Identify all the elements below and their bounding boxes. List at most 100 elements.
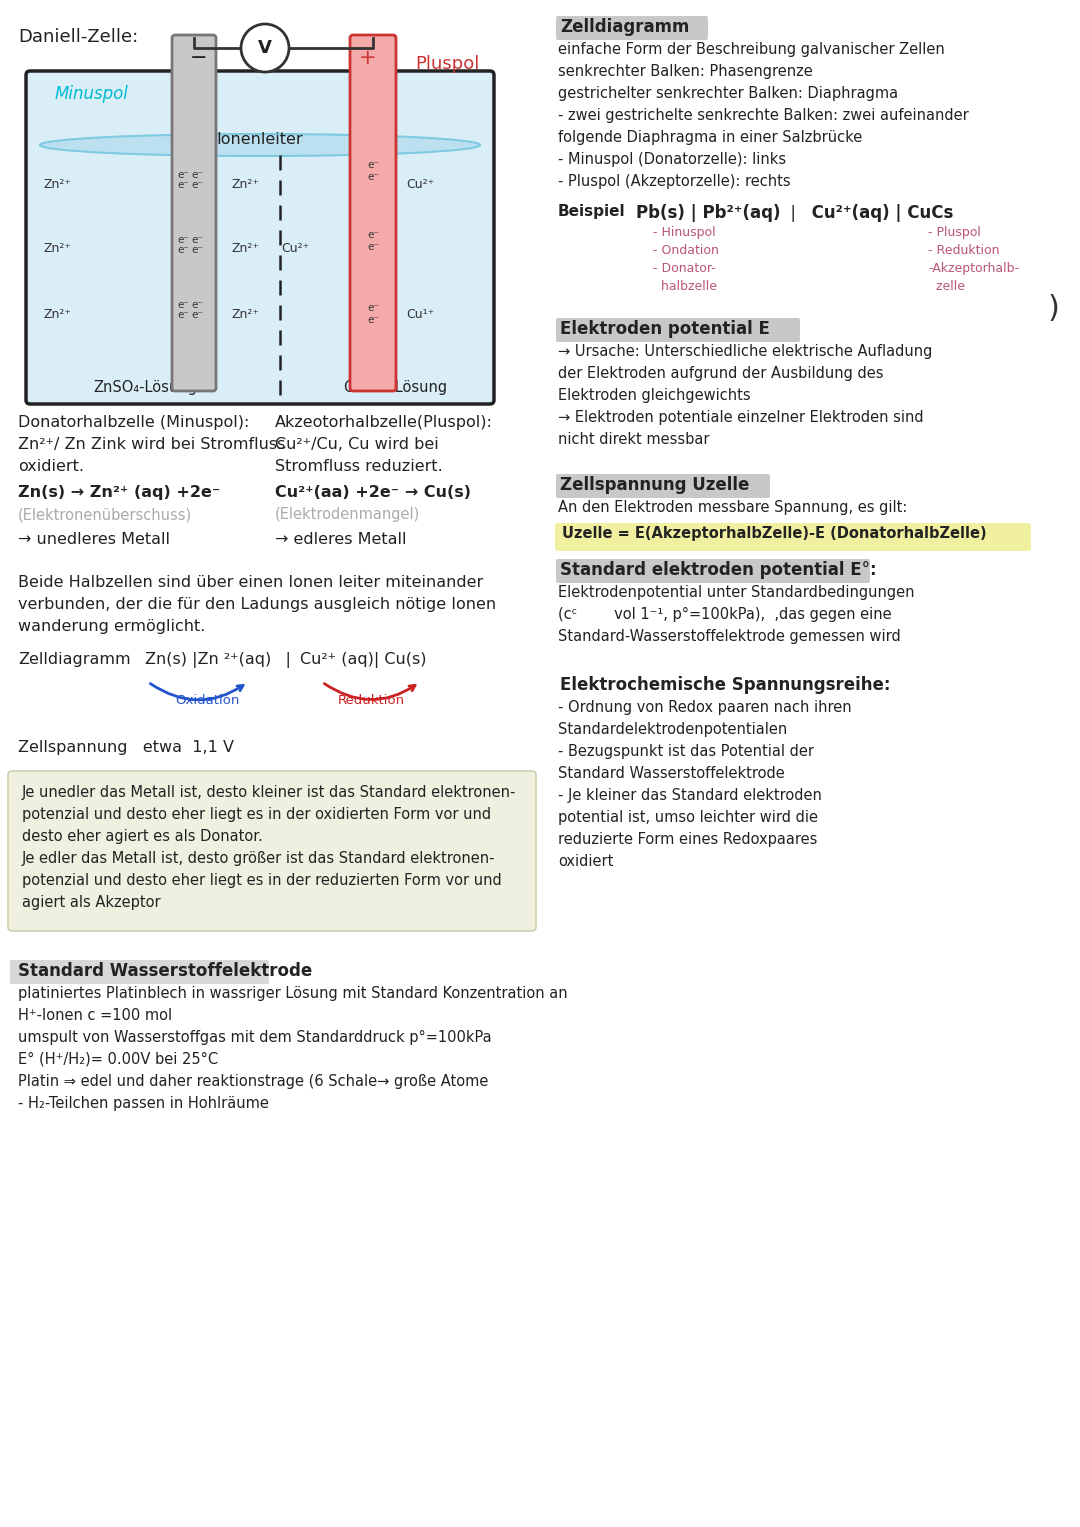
- Text: Zn²⁺: Zn²⁺: [231, 179, 259, 191]
- Text: - H₂-Teilchen passen in Hohlräume: - H₂-Teilchen passen in Hohlräume: [18, 1096, 269, 1112]
- Text: Zn²⁺: Zn²⁺: [44, 241, 72, 255]
- Text: reduzierte Form eines Redoxpaares: reduzierte Form eines Redoxpaares: [558, 832, 818, 847]
- Text: Zelldiagramm: Zelldiagramm: [18, 652, 131, 667]
- Circle shape: [241, 24, 289, 72]
- Text: −: −: [190, 47, 207, 69]
- Text: Akzeotorhalbzelle(Pluspol):: Akzeotorhalbzelle(Pluspol):: [275, 415, 492, 431]
- Text: - Donator-: - Donator-: [653, 263, 716, 275]
- Text: e⁻: e⁻: [367, 231, 379, 240]
- FancyBboxPatch shape: [556, 559, 870, 583]
- Text: ): ): [1048, 295, 1059, 324]
- Text: gestrichelter senkrechter Balken: Diaphragma: gestrichelter senkrechter Balken: Diaphr…: [558, 86, 899, 101]
- Text: e⁻: e⁻: [177, 169, 189, 180]
- Text: V: V: [258, 40, 272, 56]
- Text: e⁻: e⁻: [367, 160, 379, 169]
- Text: Beispiel: Beispiel: [558, 205, 625, 218]
- FancyBboxPatch shape: [26, 70, 494, 405]
- Text: E° (H⁺/H₂)= 0.00V bei 25°C: E° (H⁺/H₂)= 0.00V bei 25°C: [18, 1052, 218, 1067]
- Text: Cu²⁺/Cu, Cu wird bei: Cu²⁺/Cu, Cu wird bei: [275, 437, 438, 452]
- Text: oxidiert.: oxidiert.: [18, 460, 84, 473]
- Text: nicht direkt messbar: nicht direkt messbar: [558, 432, 710, 447]
- Text: Zn(s) → Zn²⁺ (aq) +2e⁻: Zn(s) → Zn²⁺ (aq) +2e⁻: [18, 486, 220, 501]
- Text: -Akzeptorhalb-: -Akzeptorhalb-: [928, 263, 1020, 275]
- Text: Standardelektrodenpotentialen: Standardelektrodenpotentialen: [558, 722, 787, 738]
- Text: platiniertes Platinblech in wassriger Lösung mit Standard Konzentration an: platiniertes Platinblech in wassriger Lö…: [18, 986, 568, 1002]
- Text: Je unedler das Metall ist, desto kleiner ist das Standard elektronen-: Je unedler das Metall ist, desto kleiner…: [22, 785, 516, 800]
- Text: - Pluspol (Akzeptorzelle): rechts: - Pluspol (Akzeptorzelle): rechts: [558, 174, 791, 189]
- Text: Cu¹⁺: Cu¹⁺: [406, 308, 434, 322]
- Text: zelle: zelle: [928, 279, 966, 293]
- Text: e⁻: e⁻: [367, 173, 379, 182]
- Text: e⁻: e⁻: [177, 180, 189, 189]
- Text: e⁻: e⁻: [191, 244, 203, 255]
- Text: desto eher agiert es als Donator.: desto eher agiert es als Donator.: [22, 829, 262, 844]
- Text: → Ursache: Unterschiedliche elektrische Aufladung: → Ursache: Unterschiedliche elektrische …: [558, 344, 932, 359]
- Text: Pb(s) | Pb²⁺(aq) ❘  Cu²⁺(aq) | CuCs: Pb(s) | Pb²⁺(aq) ❘ Cu²⁺(aq) | CuCs: [636, 205, 954, 221]
- Text: e⁻: e⁻: [191, 310, 203, 321]
- Text: Daniell-Zelle:: Daniell-Zelle:: [18, 27, 138, 46]
- Text: Elektrochemische Spannungsreihe:: Elektrochemische Spannungsreihe:: [561, 676, 891, 693]
- FancyBboxPatch shape: [556, 318, 800, 342]
- Text: Zn(s) |Zn ²⁺(aq)  ❘ Cu²⁺ (aq)| Cu(s): Zn(s) |Zn ²⁺(aq) ❘ Cu²⁺ (aq)| Cu(s): [145, 652, 427, 667]
- Ellipse shape: [40, 134, 480, 156]
- FancyBboxPatch shape: [556, 15, 708, 40]
- Text: (Elektronenüberschuss): (Elektronenüberschuss): [18, 507, 192, 522]
- Text: potential ist, umso leichter wird die: potential ist, umso leichter wird die: [558, 809, 818, 825]
- Text: folgende Diaphragma in einer Salzbrücke: folgende Diaphragma in einer Salzbrücke: [558, 130, 862, 145]
- Text: Uzelle = E(AkzeptorhalbZelle)-E (DonatorhalbZelle): Uzelle = E(AkzeptorhalbZelle)-E (Donator…: [562, 525, 987, 541]
- Text: wanderung ermöglicht.: wanderung ermöglicht.: [18, 618, 205, 634]
- Text: H⁺-Ionen c =100 mol: H⁺-Ionen c =100 mol: [18, 1008, 172, 1023]
- Text: Standard elektroden potential E°:: Standard elektroden potential E°:: [561, 560, 877, 579]
- Text: e⁻: e⁻: [177, 235, 189, 244]
- Text: e⁻: e⁻: [191, 180, 203, 189]
- Text: → unedleres Metall: → unedleres Metall: [18, 531, 170, 547]
- Text: oxidiert: oxidiert: [558, 854, 613, 869]
- Text: → edleres Metall: → edleres Metall: [275, 531, 406, 547]
- FancyBboxPatch shape: [8, 771, 536, 931]
- Text: e⁻: e⁻: [191, 235, 203, 244]
- Text: Platin ⇒ edel und daher reaktionstrage (6 Schale→ große Atome: Platin ⇒ edel und daher reaktionstrage (…: [18, 1073, 488, 1089]
- FancyBboxPatch shape: [556, 473, 770, 498]
- FancyBboxPatch shape: [172, 35, 216, 391]
- Text: Beide Halbzellen sind über einen Ionen leiter miteinander: Beide Halbzellen sind über einen Ionen l…: [18, 576, 483, 589]
- Text: Zn²⁺: Zn²⁺: [231, 241, 259, 255]
- Text: - Reduktion: - Reduktion: [928, 244, 999, 257]
- Text: e⁻: e⁻: [191, 169, 203, 180]
- Text: potenzial und desto eher liegt es in der oxidierten Form vor und: potenzial und desto eher liegt es in der…: [22, 806, 491, 822]
- Text: verbunden, der die für den Ladungs ausgleich nötige Ionen: verbunden, der die für den Ladungs ausgl…: [18, 597, 496, 612]
- Text: Standard Wasserstoffelektrode: Standard Wasserstoffelektrode: [558, 767, 785, 780]
- Text: Elektroden gleichgewichts: Elektroden gleichgewichts: [558, 388, 751, 403]
- Text: Zn²⁺: Zn²⁺: [231, 308, 259, 322]
- Text: Zn²⁺/ Zn Zink wird bei Stromfluss: Zn²⁺/ Zn Zink wird bei Stromfluss: [18, 437, 285, 452]
- Text: +: +: [360, 47, 377, 69]
- Text: e⁻: e⁻: [191, 299, 203, 310]
- Text: An den Elektroden messbare Spannung, es gilt:: An den Elektroden messbare Spannung, es …: [558, 499, 907, 515]
- Text: Stromfluss reduziert.: Stromfluss reduziert.: [275, 460, 443, 473]
- FancyBboxPatch shape: [350, 35, 396, 391]
- Text: Cu²⁺: Cu²⁺: [406, 179, 434, 191]
- Text: senkrechter Balken: Phasengrenze: senkrechter Balken: Phasengrenze: [558, 64, 813, 79]
- Text: - Minuspol (Donatorzelle): links: - Minuspol (Donatorzelle): links: [558, 153, 786, 166]
- Text: Ionenleiter: Ionenleiter: [217, 133, 303, 148]
- Text: e⁻: e⁻: [367, 241, 379, 252]
- Text: Zellspannung Uzelle: Zellspannung Uzelle: [561, 476, 750, 495]
- Text: ZnSO₄-Lösung: ZnSO₄-Lösung: [93, 380, 197, 395]
- Text: Zellspannung   etwa  1,1 V: Zellspannung etwa 1,1 V: [18, 741, 234, 754]
- Text: - zwei gestrichelte senkrechte Balken: zwei aufeinander: - zwei gestrichelte senkrechte Balken: z…: [558, 108, 969, 124]
- Text: Oxidation: Oxidation: [175, 693, 240, 707]
- Text: → Elektroden potentiale einzelner Elektroden sind: → Elektroden potentiale einzelner Elektr…: [558, 411, 923, 425]
- Text: Cu²⁺(aa) +2e⁻ → Cu(s): Cu²⁺(aa) +2e⁻ → Cu(s): [275, 486, 471, 501]
- Text: - Je kleiner das Standard elektroden: - Je kleiner das Standard elektroden: [558, 788, 822, 803]
- Text: Elektroden potential E: Elektroden potential E: [561, 321, 770, 337]
- Text: einfache Form der Beschreibung galvanischer Zellen: einfache Form der Beschreibung galvanisc…: [558, 43, 945, 56]
- Text: Cu²⁺: Cu²⁺: [281, 241, 309, 255]
- Text: Zn²⁺: Zn²⁺: [44, 179, 72, 191]
- Text: (Elektrodenmangel): (Elektrodenmangel): [275, 507, 420, 522]
- Text: Pluspol: Pluspol: [415, 55, 480, 73]
- Text: potenzial und desto eher liegt es in der reduzierten Form vor und: potenzial und desto eher liegt es in der…: [22, 873, 502, 889]
- Text: - Pluspol: - Pluspol: [928, 226, 981, 240]
- FancyBboxPatch shape: [555, 524, 1031, 551]
- Text: Je edler das Metall ist, desto größer ist das Standard elektronen-: Je edler das Metall ist, desto größer is…: [22, 851, 496, 866]
- Text: e⁻: e⁻: [177, 310, 189, 321]
- Text: e⁻: e⁻: [177, 244, 189, 255]
